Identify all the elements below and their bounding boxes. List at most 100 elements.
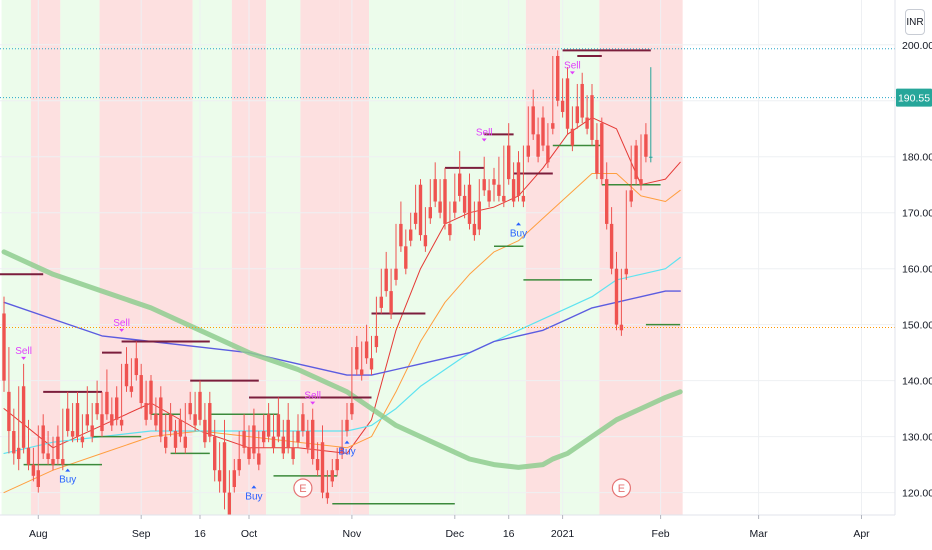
candle-body — [188, 403, 192, 415]
candle-body — [208, 403, 212, 437]
candle — [51, 436, 55, 471]
candle-body — [115, 397, 119, 420]
signal-label: Buy — [245, 491, 262, 502]
candle — [629, 145, 633, 208]
candle — [546, 123, 550, 168]
candle-body — [389, 291, 393, 314]
candle — [41, 414, 45, 460]
x-tick-label: 16 — [503, 528, 515, 540]
signal-buy: Buy — [338, 440, 356, 458]
ma-line-ema_fast — [3, 117, 681, 454]
candle-body — [521, 195, 526, 202]
zone-red — [99, 0, 193, 515]
candle-body — [590, 95, 594, 140]
candle-body — [629, 190, 633, 202]
candle — [286, 403, 290, 454]
candle-body — [453, 201, 457, 213]
horizontal-lines — [0, 48, 895, 328]
candle — [80, 414, 85, 448]
candle-body — [644, 134, 648, 157]
candle-body — [105, 391, 109, 415]
candle — [516, 151, 521, 202]
candle — [266, 403, 271, 443]
candle — [438, 179, 442, 219]
candle — [399, 201, 403, 252]
candle — [46, 431, 50, 465]
candle-body — [46, 453, 50, 460]
earnings-marker[interactable]: E — [293, 478, 313, 498]
candle-body — [605, 179, 609, 224]
candle — [168, 403, 173, 437]
x-tick-label: 2021 — [551, 528, 575, 540]
candle-body — [56, 436, 60, 460]
candle — [541, 106, 545, 152]
candle — [213, 419, 217, 482]
candle — [428, 179, 432, 224]
signal-label: Sell — [15, 346, 32, 357]
candle — [502, 145, 506, 208]
candle — [70, 403, 75, 443]
candle — [462, 184, 467, 219]
candle-body — [649, 156, 653, 158]
candle — [570, 106, 575, 152]
candle-body — [119, 419, 124, 426]
candle — [634, 139, 638, 185]
candle — [129, 358, 134, 398]
candle-body — [409, 229, 413, 241]
candle-body — [100, 414, 104, 432]
candle-body — [12, 431, 16, 454]
candle — [134, 341, 138, 381]
candle — [217, 442, 222, 493]
candle-body — [335, 459, 339, 471]
candle — [237, 431, 241, 476]
candle-body — [369, 358, 374, 370]
signal-arrow — [310, 401, 316, 405]
candle-body — [472, 223, 477, 236]
candle-body — [281, 436, 285, 454]
candle — [335, 447, 339, 476]
candle-body — [536, 134, 540, 157]
zone-red — [339, 0, 370, 515]
candle-body — [70, 431, 75, 437]
candle — [124, 347, 129, 392]
signal-sell: Sell — [564, 60, 581, 75]
currency-button[interactable]: INR — [905, 9, 925, 35]
candle — [311, 408, 315, 465]
candle — [36, 425, 40, 493]
signal-zones — [1, 0, 683, 515]
candle-body — [541, 117, 545, 146]
y-tick-label: 140.00 — [902, 376, 932, 388]
signal-label: Sell — [564, 60, 581, 71]
signal-arrow — [21, 356, 27, 360]
candles — [2, 50, 653, 521]
candle-body — [51, 459, 55, 465]
candle-body — [580, 83, 584, 118]
zone-red — [300, 0, 340, 515]
candle-body — [364, 341, 369, 359]
candle-body — [379, 296, 383, 308]
candle — [252, 408, 256, 460]
candle — [325, 470, 330, 504]
candle — [144, 380, 148, 426]
y-tick-label: 200.00 — [902, 40, 932, 52]
candle — [178, 408, 183, 443]
x-tick-label: Dec — [445, 528, 464, 540]
candle-body — [227, 492, 232, 515]
signal-buy: Buy — [245, 485, 263, 502]
candle — [364, 324, 369, 364]
candle-body — [21, 386, 26, 448]
candle-body — [266, 414, 271, 437]
candle-body — [526, 145, 530, 157]
candle — [531, 89, 535, 140]
earnings-marker[interactable]: E — [611, 478, 632, 498]
candle — [609, 207, 614, 275]
x-tick-label: Nov — [343, 528, 362, 540]
candle-body — [31, 464, 36, 476]
candle — [232, 459, 236, 493]
candle-body — [516, 162, 521, 196]
candle-body — [247, 447, 251, 460]
signal-arrow — [569, 71, 575, 75]
candle-body — [2, 313, 6, 381]
